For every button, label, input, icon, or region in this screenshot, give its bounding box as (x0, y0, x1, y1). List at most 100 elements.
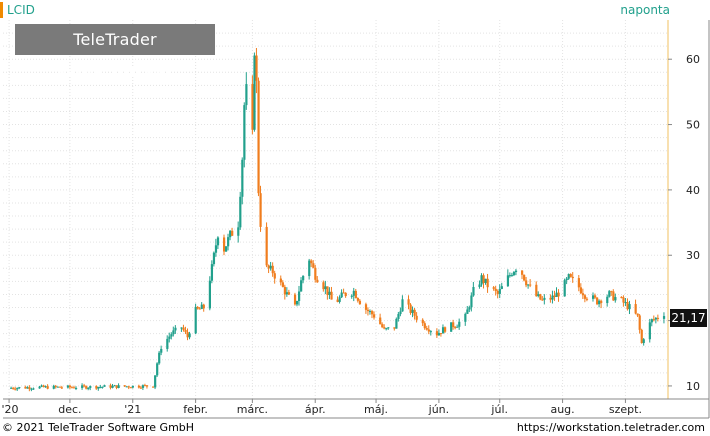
candle-body (626, 302, 629, 310)
candle-body (492, 287, 495, 289)
candle-body (26, 387, 29, 389)
candle-body (12, 387, 15, 389)
candle-body (581, 293, 585, 296)
candle-body (186, 332, 189, 338)
candle-body (60, 387, 63, 389)
candle-body (237, 227, 240, 236)
candle-body (535, 284, 538, 297)
last-price-tag: 21,17 (670, 309, 707, 327)
candle-body (208, 280, 211, 309)
candle-body (154, 375, 157, 388)
candle-body (640, 329, 643, 344)
candle-body (225, 246, 228, 252)
candle-body (368, 311, 372, 313)
candle-body (642, 339, 645, 344)
candle-body (54, 385, 57, 387)
candle-body (472, 286, 475, 296)
candle-body (342, 292, 345, 294)
candle-body (415, 315, 418, 320)
candle-body (340, 292, 343, 298)
candle-body (464, 313, 467, 322)
candle-body (231, 230, 234, 236)
candle-body (10, 387, 13, 389)
candle-body (300, 280, 303, 292)
candle-body (610, 291, 613, 293)
candle-body (281, 282, 284, 287)
candle-body (427, 329, 430, 332)
candle-body (628, 304, 631, 310)
x-tick-label: márc. (237, 403, 268, 416)
brand-light-text: TeleTrader (73, 30, 157, 49)
x-tick-label: febr. (183, 403, 208, 416)
candle-body (271, 265, 274, 274)
candle-body (66, 385, 70, 388)
candle-body (14, 388, 17, 390)
candle-body (111, 385, 114, 388)
candle-body (379, 317, 382, 325)
candle-body (24, 387, 27, 389)
candle-body (314, 267, 317, 280)
candle-body (52, 385, 55, 389)
candle-body (87, 387, 90, 389)
candle-body (44, 386, 47, 388)
candle-body (567, 274, 570, 279)
candle-body (125, 386, 128, 388)
candle-body (30, 388, 33, 390)
candle-body (115, 385, 118, 388)
candle-body (310, 260, 313, 264)
candle-body (423, 323, 426, 329)
candle-body (523, 274, 526, 281)
candle-body (662, 316, 666, 319)
interval-label[interactable]: naponta (620, 3, 670, 17)
candle-body (527, 284, 530, 286)
y-tick-label: 60 (686, 53, 700, 66)
candle-body (421, 319, 424, 324)
candle-body (450, 322, 453, 332)
candle-body (500, 286, 503, 289)
ticker-color-marker (0, 2, 3, 18)
candle-body (608, 291, 611, 297)
candle-body (413, 309, 416, 316)
candle-body (293, 294, 297, 305)
candle-body (265, 226, 268, 266)
candle-body (210, 264, 214, 281)
candle-body (97, 386, 100, 389)
candle-body (180, 327, 183, 329)
candle-body (458, 321, 461, 327)
ticker-label[interactable]: LCID (7, 3, 35, 17)
candle-body (620, 297, 623, 299)
candle-body (525, 280, 528, 286)
candle-body (172, 330, 175, 335)
candle-body (439, 333, 443, 335)
brand-bold-text: WorkStation (57, 61, 173, 80)
candle-body (312, 263, 315, 268)
candle-body (72, 387, 76, 389)
footer-url-link[interactable]: https://workstation.teletrader.com (516, 421, 705, 434)
candle-body (358, 300, 362, 305)
candle-body (18, 387, 21, 389)
candle-body (352, 290, 355, 296)
candle-body (452, 322, 455, 328)
candle-body (585, 298, 589, 300)
candle-body (279, 278, 282, 283)
x-tick-label: '21 (124, 403, 141, 416)
candle-body (283, 286, 287, 295)
candle-body (429, 331, 432, 333)
candle-body (46, 386, 49, 389)
candle-body (634, 304, 637, 314)
candle-body (298, 291, 301, 301)
candle-body (95, 386, 98, 389)
candle-body (650, 319, 653, 323)
x-tick-label: szept. (609, 403, 642, 416)
candle-body (579, 287, 583, 294)
candle-body (160, 348, 163, 353)
candle-body (370, 311, 374, 315)
candle-body (441, 327, 445, 334)
candle-body (137, 385, 141, 388)
candle-body (188, 333, 191, 338)
candle-body (435, 331, 439, 336)
candle-body (322, 282, 325, 290)
candle-body (89, 386, 92, 388)
candle-body (373, 314, 376, 318)
